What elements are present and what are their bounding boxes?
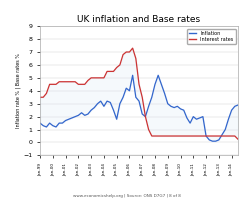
Interest rates <box>134 57 137 60</box>
Inflation <box>131 74 134 76</box>
Interest rates <box>92 77 96 79</box>
Interest rates <box>232 135 235 137</box>
Inflation <box>99 100 102 102</box>
Y-axis label: Inflation rate % | Base rates %: Inflation rate % | Base rates % <box>15 53 20 128</box>
Text: www.economicshelp.org | Source: ONS D7G7 | 8 of 8: www.economicshelp.org | Source: ONS D7G7… <box>72 194 180 198</box>
Interest rates <box>38 96 41 99</box>
Legend: Inflation, Interest rates: Inflation, Interest rates <box>186 29 235 44</box>
Inflation <box>92 106 96 109</box>
Inflation <box>236 104 239 106</box>
Inflation <box>178 108 181 110</box>
Inflation <box>134 96 137 99</box>
Interest rates <box>131 47 134 49</box>
Interest rates <box>236 138 239 140</box>
Inflation <box>140 113 143 115</box>
Inflation <box>210 140 213 142</box>
Inflation <box>38 122 41 124</box>
Title: UK inflation and Base rates: UK inflation and Base rates <box>77 15 200 24</box>
Interest rates <box>99 77 102 79</box>
Interest rates <box>178 135 181 137</box>
Line: Inflation: Inflation <box>40 75 237 141</box>
Line: Interest rates: Interest rates <box>40 48 237 139</box>
Interest rates <box>140 96 143 99</box>
Inflation <box>232 105 235 107</box>
